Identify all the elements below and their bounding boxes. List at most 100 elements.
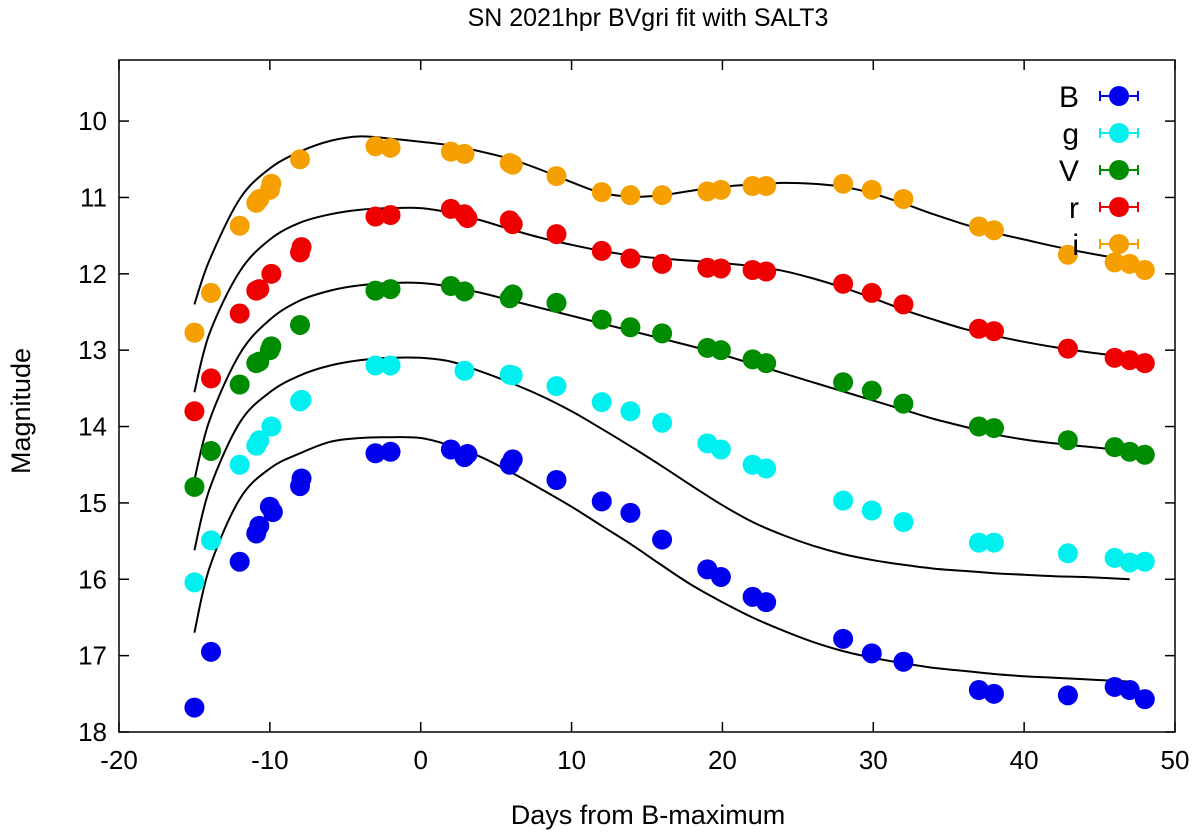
y-tick-label: 18 [78, 717, 107, 747]
data-point-g [620, 401, 641, 422]
data-point-V [893, 393, 914, 414]
data-point-g [502, 365, 523, 386]
data-point-g [968, 532, 989, 553]
data-point-V [710, 340, 731, 361]
legend-label-B: B [1059, 81, 1079, 114]
data-point-B [1134, 689, 1155, 710]
data-point-g [201, 530, 222, 551]
data-point-g [261, 416, 282, 437]
data-point-V [201, 440, 222, 461]
data-point-g [710, 439, 731, 460]
data-point-i [290, 149, 311, 170]
data-point-B [249, 515, 270, 536]
data-point-g [546, 376, 567, 397]
data-point-V [756, 353, 777, 374]
data-point-i [1057, 244, 1078, 265]
legend-label-i: i [1072, 229, 1079, 262]
data-point-i [1134, 260, 1155, 280]
x-tick-label: 10 [557, 745, 586, 775]
data-point-r [833, 273, 854, 294]
data-point-B [1104, 676, 1125, 697]
data-point-g [184, 572, 205, 593]
data-point-g [1104, 547, 1125, 568]
data-point-B [710, 566, 731, 587]
y-tick-label: 10 [78, 106, 107, 136]
data-point-V [380, 279, 401, 300]
data-point-r [861, 282, 882, 303]
data-point-B [201, 641, 222, 662]
data-point-V [229, 374, 250, 395]
data-point-V [1134, 444, 1155, 465]
legend-marker-r [1109, 197, 1129, 217]
x-tick-label: 0 [413, 745, 427, 775]
data-point-g [454, 360, 475, 381]
data-point-i [454, 143, 475, 164]
data-point-r [249, 279, 270, 300]
y-tick-label: 13 [78, 335, 107, 365]
data-point-r [201, 368, 222, 389]
data-point-B [380, 441, 401, 462]
data-point-V [1104, 437, 1125, 458]
fit-curve-i [193, 135, 1130, 305]
data-point-r [291, 237, 312, 258]
data-point-g [833, 490, 854, 511]
data-point-g [380, 355, 401, 376]
data-point-r [620, 248, 641, 269]
data-point-B [652, 529, 673, 550]
data-point-g [249, 430, 270, 451]
data-point-V [261, 336, 282, 357]
legend-label-V: V [1059, 155, 1079, 188]
chart-title: SN 2021hpr BVgri fit with SALT3 [468, 4, 829, 32]
data-point-i [652, 185, 673, 206]
data-point-g [591, 392, 612, 413]
data-point-V [502, 284, 523, 305]
data-point-B [457, 444, 478, 465]
fit-curve-g [193, 356, 1130, 581]
data-point-g [1057, 543, 1078, 564]
x-tick-label: 20 [708, 745, 737, 775]
data-point-i [201, 282, 222, 303]
data-point-B [291, 468, 312, 489]
data-point-B [833, 628, 854, 649]
y-tick-label: 16 [78, 564, 107, 594]
data-point-i [1119, 253, 1140, 274]
y-tick-label: 12 [78, 259, 107, 289]
legend-label-r: r [1069, 192, 1079, 225]
data-point-V [861, 380, 882, 401]
data-point-r [756, 261, 777, 282]
data-point-B [893, 651, 914, 672]
y-axis-label: Magnitude [6, 348, 36, 474]
data-point-V [620, 317, 641, 338]
legend-marker-B [1109, 86, 1129, 106]
data-point-B [502, 449, 523, 470]
data-point-V [652, 323, 673, 344]
data-point-V [833, 372, 854, 393]
x-tick-label: 50 [1161, 745, 1190, 775]
data-point-r [1057, 338, 1078, 359]
data-point-i [968, 216, 989, 237]
data-point-r [710, 258, 731, 279]
legend-marker-i [1109, 234, 1129, 254]
data-point-r [261, 263, 282, 284]
data-point-V [365, 280, 386, 301]
data-point-i [380, 137, 401, 158]
data-points [184, 136, 1155, 718]
data-point-V [1057, 430, 1078, 451]
data-point-r [184, 401, 205, 422]
data-point-r [652, 253, 673, 274]
data-point-r [1134, 353, 1155, 374]
data-point-V [290, 314, 311, 335]
plot-frame [118, 59, 1176, 733]
data-point-i [861, 179, 882, 200]
data-point-r [968, 318, 989, 339]
data-point-B [756, 592, 777, 613]
data-point-r [983, 321, 1004, 342]
data-point-g [1119, 552, 1140, 573]
data-point-B [262, 502, 283, 523]
x-tick-label: 40 [1010, 745, 1039, 775]
y-tick-label: 11 [80, 182, 107, 212]
data-point-i [1104, 252, 1125, 273]
data-point-g [756, 458, 777, 479]
